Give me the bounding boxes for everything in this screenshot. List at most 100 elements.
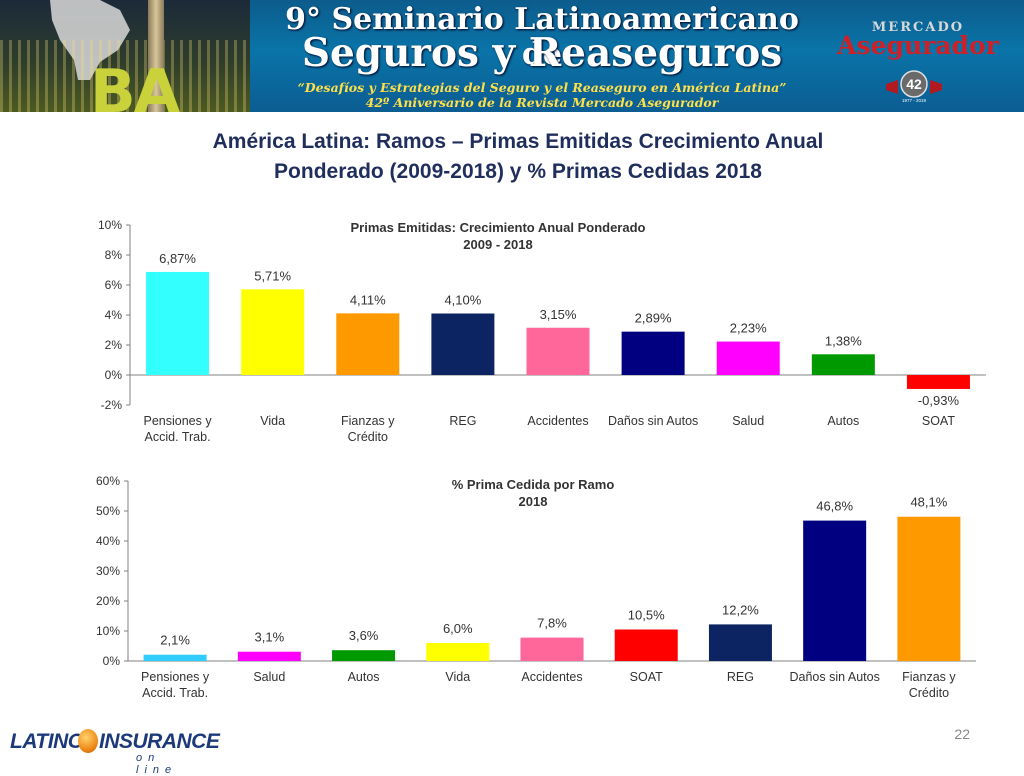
category-label: Daños sin Autos (789, 670, 879, 684)
bar (526, 327, 590, 375)
category-label: Pensiones y (144, 414, 213, 428)
bar (426, 643, 490, 661)
category-label: Daños sin Autos (608, 414, 698, 428)
y-tick-label: 40% (96, 534, 120, 548)
continent-map-image (50, 0, 130, 80)
globe-icon (78, 729, 98, 753)
category-label: Fianzas y (341, 414, 395, 428)
category-label: Salud (253, 670, 285, 684)
bar-value-label: 2,1% (160, 633, 190, 648)
mercado-asegurador-logo: MERCADO Asegurador (828, 20, 1008, 60)
y-tick-label: 4% (105, 308, 123, 322)
bar-value-label: 48,1% (910, 495, 947, 510)
anniversary-seal-icon: 42 1977 - 2019 (886, 70, 942, 103)
bar-value-label: 10,5% (628, 608, 665, 623)
bar (906, 375, 970, 389)
obelisk-image (148, 0, 164, 112)
bar-value-label: -0,93% (918, 393, 960, 408)
category-label: REG (449, 414, 476, 428)
category-label: Vida (445, 670, 470, 684)
chart-subtitle: 2018 (519, 494, 548, 509)
category-label: Accid. Trab. (142, 686, 208, 700)
logo-word-latino: LATINO (10, 730, 84, 753)
chart-title: Primas Emitidas: Crecimiento Anual Ponde… (351, 220, 646, 235)
bar (332, 650, 396, 661)
banner-title-line2: Seguros y Reaseguros (301, 30, 783, 76)
bar (431, 313, 495, 375)
category-label: Crédito (348, 430, 388, 444)
y-tick-label: 10% (98, 218, 122, 232)
bar (237, 651, 301, 661)
bar-value-label: 2,89% (635, 311, 672, 326)
bar (716, 341, 780, 375)
category-label: SOAT (922, 414, 955, 428)
y-tick-label: 0% (105, 368, 123, 382)
latino-insurance-logo: LATINO INSURANCE on line (8, 728, 220, 776)
bar (897, 516, 961, 661)
banner-title-line1: 9° Seminario Latinoamericano de (285, 2, 799, 72)
seal-number: 42 (906, 76, 922, 92)
chart-title: % Prima Cedida por Ramo (452, 477, 615, 492)
bar (803, 520, 867, 661)
category-label: SOAT (630, 670, 663, 684)
logo-subtitle: on line (136, 752, 178, 776)
seal-years: 1977 - 2019 (902, 98, 927, 103)
bar-value-label: 46,8% (816, 499, 853, 514)
bar-value-label: 5,71% (254, 268, 291, 283)
y-tick-label: 2% (105, 338, 123, 352)
bar-value-label: 2,23% (730, 321, 767, 336)
city-letters: BA (90, 57, 180, 112)
category-label: Accidentes (527, 414, 588, 428)
bar-value-label: 3,15% (540, 307, 577, 322)
category-label: REG (727, 670, 754, 684)
category-label: Autos (827, 414, 859, 428)
category-label: Pensiones y (141, 670, 210, 684)
bar-value-label: 1,38% (825, 333, 862, 348)
y-tick-label: 6% (105, 278, 123, 292)
bar (143, 654, 207, 661)
y-tick-label: 50% (96, 504, 120, 518)
bar (614, 629, 678, 661)
bar-value-label: 12,2% (722, 602, 759, 617)
slide-title-line1: América Latina: Ramos – Primas Emitidas … (212, 130, 824, 153)
category-label: Salud (732, 414, 764, 428)
category-label: Autos (348, 670, 380, 684)
header-banner: BA 9° Seminario Latinoamericano de Segur… (0, 0, 1024, 112)
bar (708, 624, 772, 661)
city-photo: BA (0, 0, 250, 112)
bar (811, 354, 875, 375)
bar-value-label: 3,6% (349, 628, 379, 643)
bar-value-label: 6,0% (443, 621, 473, 636)
logo-big-text: Asegurador (837, 31, 999, 60)
category-label: Vida (260, 414, 285, 428)
city-lights (0, 40, 250, 112)
y-tick-label: -2% (101, 398, 123, 412)
bar-value-label: 7,8% (537, 616, 567, 631)
slide-title: América Latina: Ramos – Primas Emitidas … (100, 127, 936, 187)
banner-subtitle-line2: 42º Aniversario de la Revista Mercado As… (365, 95, 719, 110)
logo-small-text: MERCADO (871, 20, 965, 35)
y-tick-label: 30% (96, 564, 120, 578)
category-label: Accid. Trab. (145, 430, 211, 444)
chart-subtitle: 2009 - 2018 (463, 237, 532, 252)
bar (621, 331, 685, 375)
category-label: Accidentes (521, 670, 582, 684)
banner-subtitle-line1: “Desafíos y Estrategias del Seguro y el … (297, 80, 787, 95)
bar-value-label: 4,10% (444, 293, 481, 308)
bar (336, 313, 400, 375)
y-tick-label: 10% (96, 624, 120, 638)
y-tick-label: 20% (96, 594, 120, 608)
y-tick-label: 0% (103, 654, 121, 668)
page-number: 22 (954, 726, 970, 742)
bar-value-label: 6,87% (159, 251, 196, 266)
logo-word-insurance: INSURANCE (99, 730, 220, 753)
y-tick-label: 8% (105, 248, 123, 262)
bar (520, 637, 584, 661)
bar-value-label: 4,11% (350, 292, 386, 307)
category-label: Fianzas y (902, 670, 956, 684)
slide-title-line2: Ponderado (2009-2018) y % Primas Cedidas… (274, 160, 762, 183)
bar (241, 289, 305, 375)
bar-value-label: 3,1% (255, 630, 285, 645)
